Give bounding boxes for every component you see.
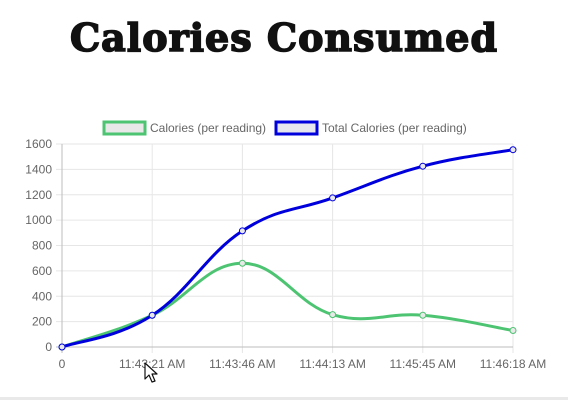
- page-bottom-divider: [0, 397, 568, 400]
- data-point-total-calories[interactable]: [148, 311, 156, 319]
- series-line-calories: [61, 261, 514, 349]
- data-point-calories[interactable]: [509, 327, 517, 335]
- axes: [61, 144, 513, 348]
- series-lines: [61, 148, 514, 349]
- data-point-total-calories[interactable]: [419, 162, 427, 170]
- y-tick-label: 800: [32, 239, 52, 253]
- data-point-total-calories[interactable]: [329, 194, 337, 202]
- x-tick-label: 11:43:21 AM: [119, 357, 186, 371]
- series-line-total-calories: [61, 148, 514, 349]
- y-tick-label: 1400: [25, 162, 52, 176]
- y-tick-label: 400: [32, 289, 52, 303]
- x-tick-label: 11:44:13 AM: [299, 357, 366, 371]
- y-tick-label: 200: [32, 315, 52, 329]
- data-point-calories[interactable]: [238, 259, 246, 267]
- x-tick-label: 11:45:45 AM: [390, 357, 457, 371]
- series-points[interactable]: [58, 146, 517, 351]
- legend-swatch-calories[interactable]: [102, 120, 147, 136]
- data-point-total-calories[interactable]: [509, 146, 517, 154]
- x-tick-label: 0: [59, 357, 66, 371]
- y-tick-label: 0: [45, 340, 52, 354]
- y-tick-label: 1600: [25, 137, 52, 151]
- legend[interactable]: Calories (per reading) Total Calories (p…: [102, 120, 467, 136]
- y-tick-label: 600: [32, 264, 52, 278]
- legend-label-total-calories[interactable]: Total Calories (per reading): [322, 121, 467, 135]
- legend-swatch-total-calories[interactable]: [274, 120, 319, 136]
- data-point-calories[interactable]: [329, 311, 337, 319]
- x-tick-label: 11:43:46 AM: [209, 357, 276, 371]
- x-tick-labels: 0 11:43:21 AM 11:43:46 AM 11:44:13 AM 11:45:…: [59, 357, 547, 371]
- y-tick-labels: 0 200 400 600 800 1000 1200 1400 1600: [25, 137, 52, 354]
- y-tick-label: 1200: [25, 188, 52, 202]
- gridlines: [56, 143, 514, 353]
- chart-title: Calories Consumed: [69, 14, 499, 61]
- data-point-total-calories[interactable]: [238, 227, 246, 235]
- x-tick-label: 11:46:18 AM: [480, 357, 547, 371]
- mouse-pointer-icon: [144, 362, 158, 383]
- data-point-calories[interactable]: [419, 311, 427, 319]
- legend-label-calories[interactable]: Calories (per reading): [150, 121, 266, 135]
- y-tick-label: 1000: [25, 213, 52, 227]
- data-point-total-calories[interactable]: [58, 343, 66, 351]
